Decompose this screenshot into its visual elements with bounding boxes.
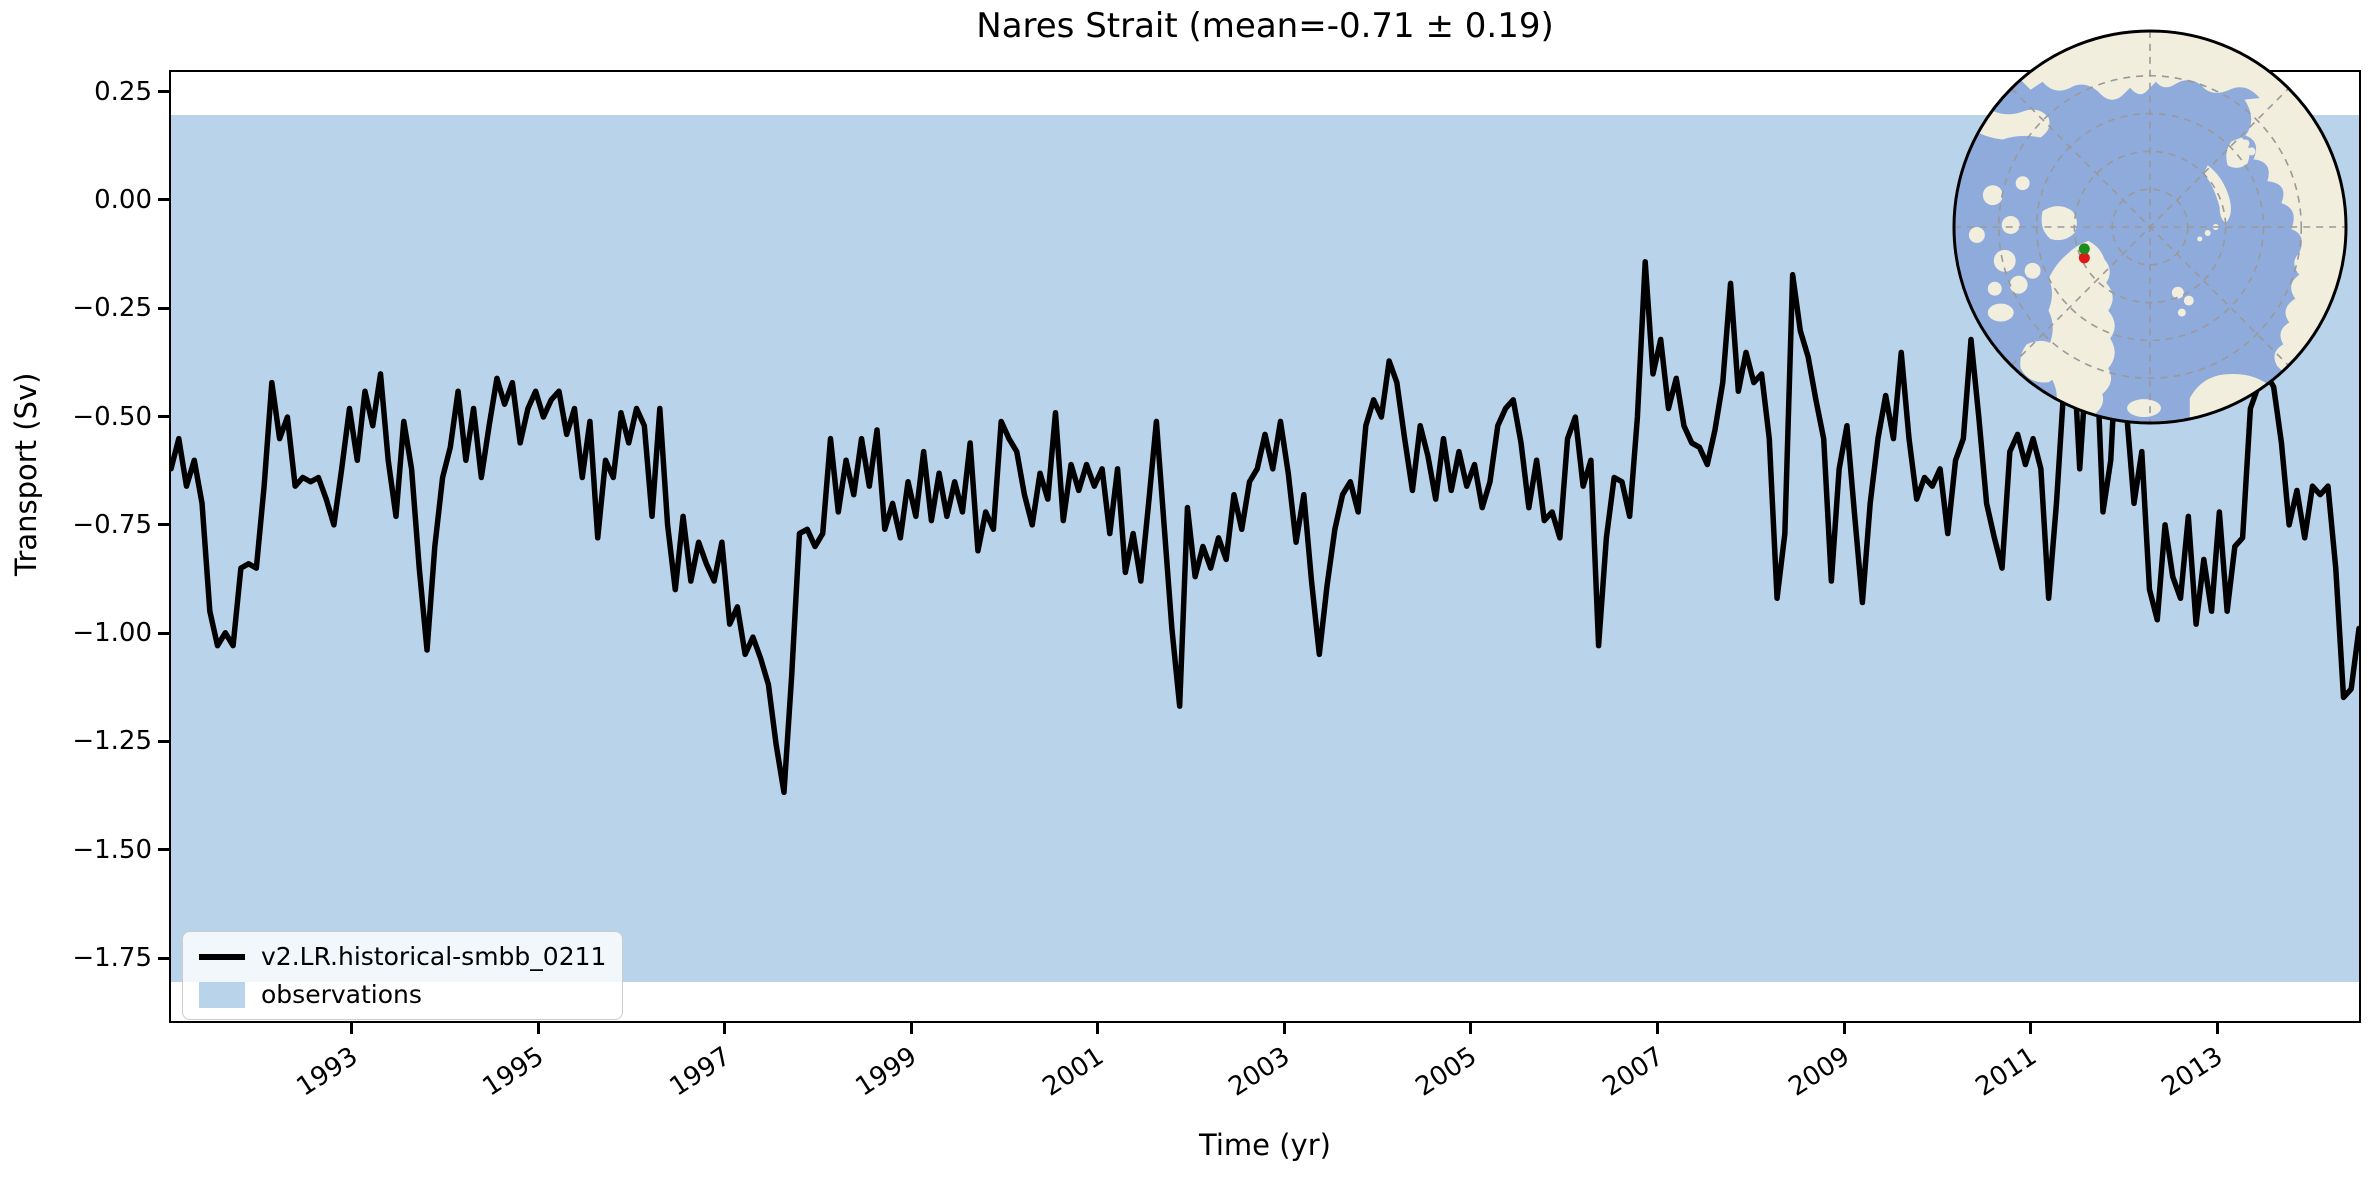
- map-marker-red: [2078, 252, 2090, 264]
- map-border: [1952, 29, 2348, 425]
- y-tick-mark: [158, 198, 169, 202]
- x-tick-label: 1999: [850, 1041, 923, 1103]
- legend-item: observations: [199, 980, 606, 1009]
- arctic-locator-map: [1952, 29, 2348, 425]
- legend-label: observations: [261, 980, 422, 1009]
- y-tick-label: 0.25: [94, 76, 152, 107]
- y-tick-label: −0.50: [72, 401, 152, 432]
- y-tick-mark: [158, 739, 169, 743]
- x-tick-label: 2003: [1223, 1041, 1296, 1103]
- x-tick-mark: [1282, 1023, 1286, 1034]
- x-tick-mark: [2029, 1023, 2033, 1034]
- x-tick-label: 2007: [1596, 1041, 1669, 1103]
- x-axis-label: Time (yr): [1199, 1128, 1331, 1162]
- x-tick-label: 1993: [291, 1041, 363, 1103]
- map-graticule: [1953, 30, 2347, 424]
- x-tick-label: 2005: [1410, 1041, 1483, 1103]
- x-tick-label: 2009: [1783, 1041, 1856, 1103]
- y-tick-label: −1.25: [72, 726, 152, 757]
- x-tick-mark: [723, 1023, 727, 1034]
- legend-item: v2.LR.historical-smbb_0211: [199, 942, 606, 971]
- x-tick-label: 2001: [1037, 1041, 1110, 1103]
- x-tick-mark: [350, 1023, 354, 1034]
- x-tick-mark: [2215, 1023, 2219, 1034]
- x-tick-mark: [1656, 1023, 1659, 1034]
- legend-patch-swatch: [199, 981, 245, 1008]
- y-tick-label: −0.25: [72, 293, 152, 324]
- x-tick-label: 1997: [664, 1041, 736, 1103]
- x-tick-mark: [1096, 1023, 1100, 1034]
- chart-title: Nares Strait (mean=-0.71 ± 0.19): [976, 6, 1554, 46]
- x-tick-mark: [909, 1023, 913, 1034]
- x-tick-label: 1995: [477, 1041, 550, 1103]
- map-marker-green: [2078, 243, 2090, 255]
- y-tick-label: −1.00: [72, 618, 152, 649]
- x-tick-label: 2013: [2156, 1041, 2229, 1103]
- y-tick-mark: [158, 306, 169, 310]
- x-tick-label: 2011: [1970, 1041, 2042, 1103]
- y-tick-label: −1.50: [72, 834, 152, 865]
- legend-box: v2.LR.historical-smbb_0211 observations: [182, 931, 624, 1020]
- y-tick-mark: [158, 631, 169, 635]
- legend-line-swatch: [199, 953, 245, 960]
- y-tick-label: −0.75: [72, 509, 152, 540]
- y-tick-label: −1.75: [72, 943, 152, 974]
- y-tick-mark: [158, 848, 169, 852]
- x-tick-mark: [1842, 1023, 1846, 1034]
- y-tick-mark: [158, 90, 169, 94]
- x-tick-mark: [1469, 1023, 1473, 1034]
- y-tick-label: 0.00: [94, 184, 152, 215]
- legend-label: v2.LR.historical-smbb_0211: [261, 942, 607, 971]
- model-series-line: [171, 259, 2359, 796]
- x-tick-mark: [536, 1023, 540, 1034]
- y-tick-mark: [158, 415, 169, 419]
- y-tick-mark: [158, 956, 169, 960]
- y-tick-mark: [158, 523, 169, 527]
- series-line-svg: [171, 259, 2359, 796]
